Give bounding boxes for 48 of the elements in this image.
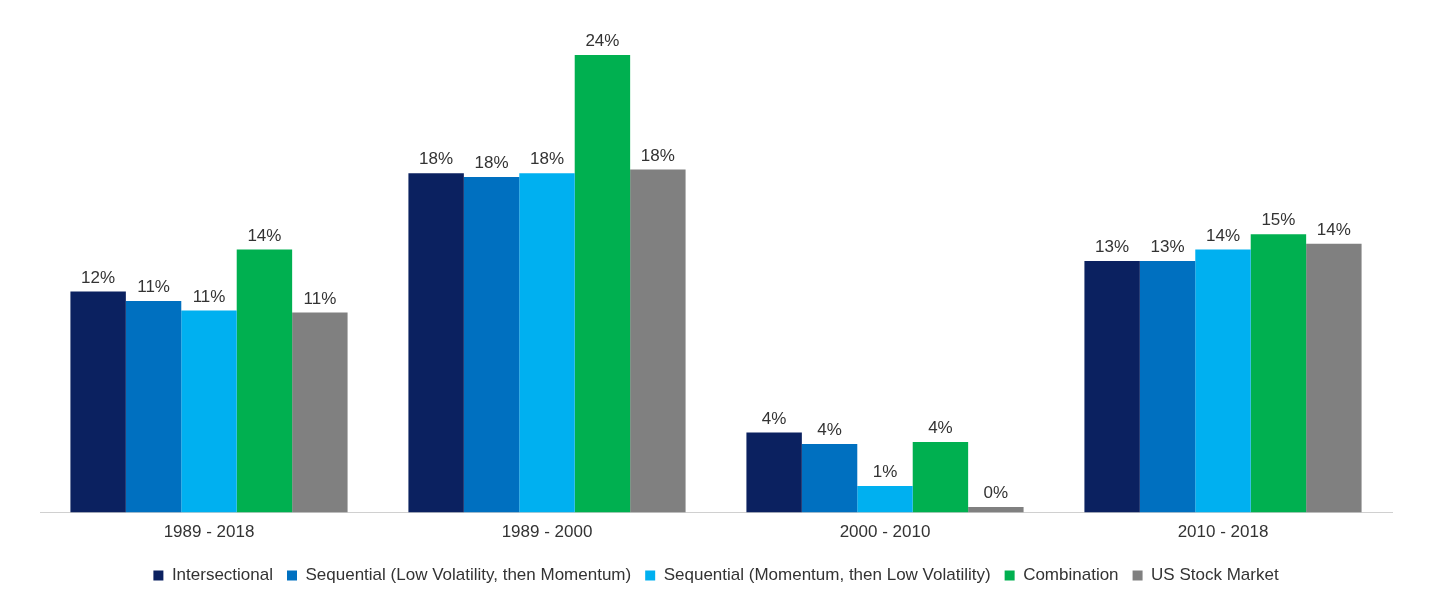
legend-label: Intersectional [171, 565, 274, 585]
bar [292, 312, 348, 513]
legend-label: US Stock Market [1151, 565, 1279, 585]
data-label: 18% [529, 149, 565, 169]
data-label: 4% [928, 418, 953, 438]
data-label: 24% [585, 31, 620, 51]
data-label: 11% [192, 286, 226, 306]
data-label: 0% [983, 483, 1009, 503]
bar [1084, 260, 1140, 513]
bar [236, 249, 293, 513]
data-label: 18% [419, 149, 454, 169]
legend-label: Sequential (Momentum, then Low Volatility) [663, 565, 991, 585]
legend-label: Sequential (Low Volatility, then Momentum) [305, 565, 632, 585]
data-label: 11% [137, 277, 170, 297]
legend-label: Combination [1023, 565, 1119, 585]
data-label: 11% [303, 288, 337, 308]
bar [801, 443, 858, 513]
bar [181, 310, 237, 513]
x-tick-label: 1989 - 2000 [501, 522, 593, 542]
data-label: 14% [247, 225, 282, 245]
data-label: 1% [872, 462, 898, 482]
bar [1195, 249, 1251, 513]
bar [70, 291, 126, 513]
bar [912, 442, 969, 513]
bar [519, 173, 575, 513]
x-tick-label: 2000 - 2010 [839, 522, 931, 542]
data-label: 18% [474, 153, 509, 173]
bar [1306, 243, 1362, 513]
bar [1250, 234, 1307, 513]
bar [574, 55, 631, 513]
x-tick-label: 2010 - 2018 [1177, 522, 1269, 542]
x-tick-label: 1989 - 2018 [163, 522, 255, 542]
data-label: 18% [640, 145, 675, 165]
data-label: 15% [1261, 210, 1296, 230]
data-label: 13% [1095, 237, 1130, 257]
bar [408, 173, 464, 513]
bar [125, 300, 182, 513]
bar [1139, 260, 1196, 513]
bar [463, 177, 520, 513]
data-label: 13% [1150, 237, 1185, 257]
data-label: 4% [817, 420, 842, 440]
data-label: 14% [1205, 225, 1241, 245]
bar [857, 485, 913, 513]
bar [630, 169, 686, 513]
data-label: 14% [1316, 219, 1351, 239]
data-label: 4% [761, 408, 787, 428]
bar [746, 432, 802, 513]
data-label: 12% [81, 267, 116, 287]
